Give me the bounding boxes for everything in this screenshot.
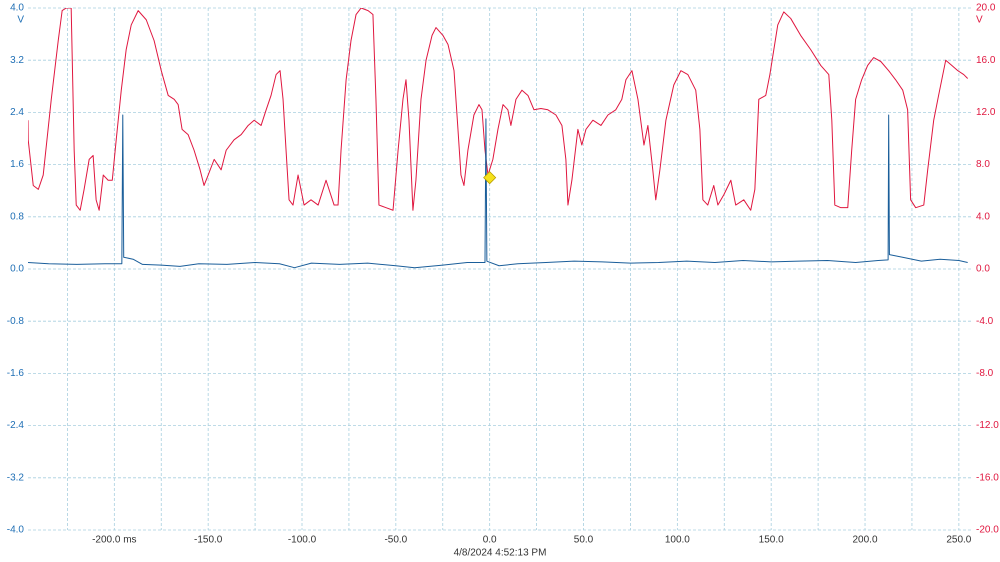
y-tick-label: 2.4 xyxy=(10,107,24,118)
grid xyxy=(28,7,972,531)
y2-tick-label: -4.0 xyxy=(976,316,994,327)
y-tick-label: -0.8 xyxy=(7,316,25,327)
y-tick-label: -4.0 xyxy=(7,525,25,536)
timestamp: 4/8/2024 4:52:13 PM xyxy=(454,548,547,559)
y-tick-label: 3.2 xyxy=(10,55,24,66)
y-unit-label: V xyxy=(17,15,24,26)
y2-tick-label: 8.0 xyxy=(976,159,990,170)
y2-tick-label: -20.0 xyxy=(976,525,999,536)
y2-tick-label: 4.0 xyxy=(976,211,990,222)
trace-line xyxy=(28,8,969,211)
x-tick-label: 50.0 xyxy=(574,535,594,546)
x-tick-label: 100.0 xyxy=(665,535,690,546)
y2-tick-label: 16.0 xyxy=(976,55,996,66)
x-tick-label: 200.0 xyxy=(853,535,878,546)
y-tick-label: -3.2 xyxy=(7,472,25,483)
y-tick-label: 4.0 xyxy=(10,3,24,14)
x-tick-label: -100.0 xyxy=(288,535,317,546)
x-tick-label: -50.0 xyxy=(384,535,407,546)
traces xyxy=(28,8,969,269)
trace-line xyxy=(28,114,968,269)
y2-tick-label: -16.0 xyxy=(976,472,999,483)
y-tick-label: -2.4 xyxy=(7,420,25,431)
y2-tick-label: -8.0 xyxy=(976,368,994,379)
y2-unit-label: V xyxy=(976,15,983,26)
y-tick-label: 0.8 xyxy=(10,211,24,222)
y-tick-label: 0.0 xyxy=(10,264,24,275)
labels: V V 4/8/2024 4:52:13 PM 4.0 3.2 2.4 1.6 0.8 0… xyxy=(7,3,999,559)
y2-tick-label: 0.0 xyxy=(976,264,990,275)
x-tick-label: 150.0 xyxy=(759,535,784,546)
x-tick-label: -150.0 xyxy=(194,535,223,546)
y-tick-label: 1.6 xyxy=(10,159,24,170)
x-tick-label: 250.0 xyxy=(946,535,971,546)
y-tick-label: -1.6 xyxy=(7,368,25,379)
trigger-marker xyxy=(483,171,497,185)
y2-tick-label: 12.0 xyxy=(976,107,996,118)
x-tick-label: 0.0 xyxy=(483,535,497,546)
x-tick-label: -200.0 ms xyxy=(92,535,136,546)
y2-tick-label: 20.0 xyxy=(976,3,996,14)
y2-tick-label: -12.0 xyxy=(976,420,999,431)
